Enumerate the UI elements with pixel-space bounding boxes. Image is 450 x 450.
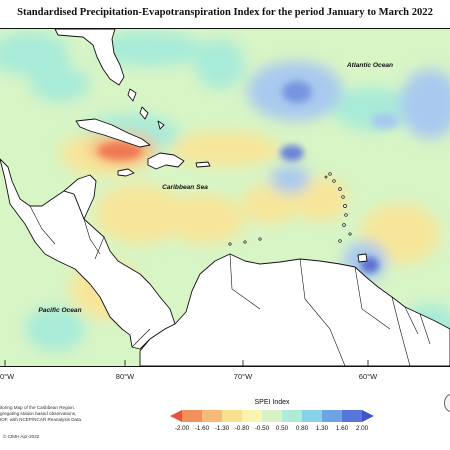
cimh-logo: [444, 394, 450, 412]
south-america-land: [139, 253, 450, 366]
country-borders: [29, 205, 431, 366]
atlantic-ocean-label: Atlantic Ocean: [346, 62, 394, 69]
legend-tick-label: 1.30: [315, 425, 329, 432]
legend-tick-label: 0.80: [295, 425, 309, 432]
central-america-land: [0, 158, 176, 350]
description-line: itoring Map of the Caribbean Region.: [0, 405, 76, 410]
land-masses: [0, 29, 450, 366]
lon-label-90w: 90°W: [0, 372, 15, 381]
lon-label-60w: 60°W: [358, 372, 378, 381]
legend-cell: [182, 410, 203, 422]
legend-tick-label: -2.00: [174, 425, 190, 432]
legend-tick-label: -0.50: [254, 425, 270, 432]
pacific-ocean-label: Pacific Ocean: [38, 307, 82, 314]
legend-labels: -2.00 -1.60 -1.30 -0.80 -0.50 0.50 0.80 1.30 1.6…: [175, 425, 368, 434]
legend-cell: [170, 410, 182, 422]
jamaica-land: [117, 168, 135, 177]
description-line: IOF, with NCEP/NCAR Reanalysis Data.: [0, 417, 83, 423]
cuba-land: [75, 118, 151, 148]
legend-tick-label: -1.60: [194, 425, 210, 432]
lon-label-80w: 80°W: [115, 372, 135, 381]
longitude-ticks: [4, 360, 369, 366]
legend-cell: [242, 410, 263, 422]
florida-land: [54, 29, 125, 86]
legend-cell: [342, 410, 363, 422]
legend-tick-label: 1.60: [335, 425, 349, 432]
legend-cell: [202, 410, 223, 422]
legend-tick-label: -1.30: [214, 425, 230, 432]
lon-label-70w: 70°W: [233, 372, 253, 381]
bahamas-land: [139, 106, 149, 120]
bahamas-land: [157, 120, 165, 130]
legend-cell: [362, 410, 374, 422]
legend-cell: [302, 410, 323, 422]
legend-cell: [222, 410, 243, 422]
caribbean-sea-label: Caribbean Sea: [162, 184, 208, 191]
legend-tick-label: -0.80: [234, 425, 250, 432]
legend-tick-label: 0.50: [275, 425, 289, 432]
map-title: Standardised Precipitation-Evapotranspir…: [17, 7, 433, 18]
spei-map: [0, 28, 450, 367]
bahamas-land: [127, 88, 137, 102]
legend-cell: [262, 410, 283, 422]
legend-colorbar: [170, 410, 374, 422]
yucatan-land: [63, 174, 97, 220]
trinidad-land: [357, 253, 368, 263]
hispaniola-land: [147, 152, 185, 170]
map-description: itoring Map of the Caribbean Region. gre…: [0, 405, 110, 424]
lesser-antilles: [228, 172, 352, 246]
credit-text: © CIMH Apr-2022: [3, 434, 40, 439]
legend-tick-label: 2.00: [355, 425, 369, 432]
spei-field: [0, 31, 450, 354]
description-line: gregating station based observations,: [0, 411, 77, 417]
legend-title: SPEI Index: [254, 399, 290, 406]
puerto-rico-land: [195, 161, 211, 168]
legend-cell: [322, 410, 343, 422]
legend-cell: [282, 410, 303, 422]
